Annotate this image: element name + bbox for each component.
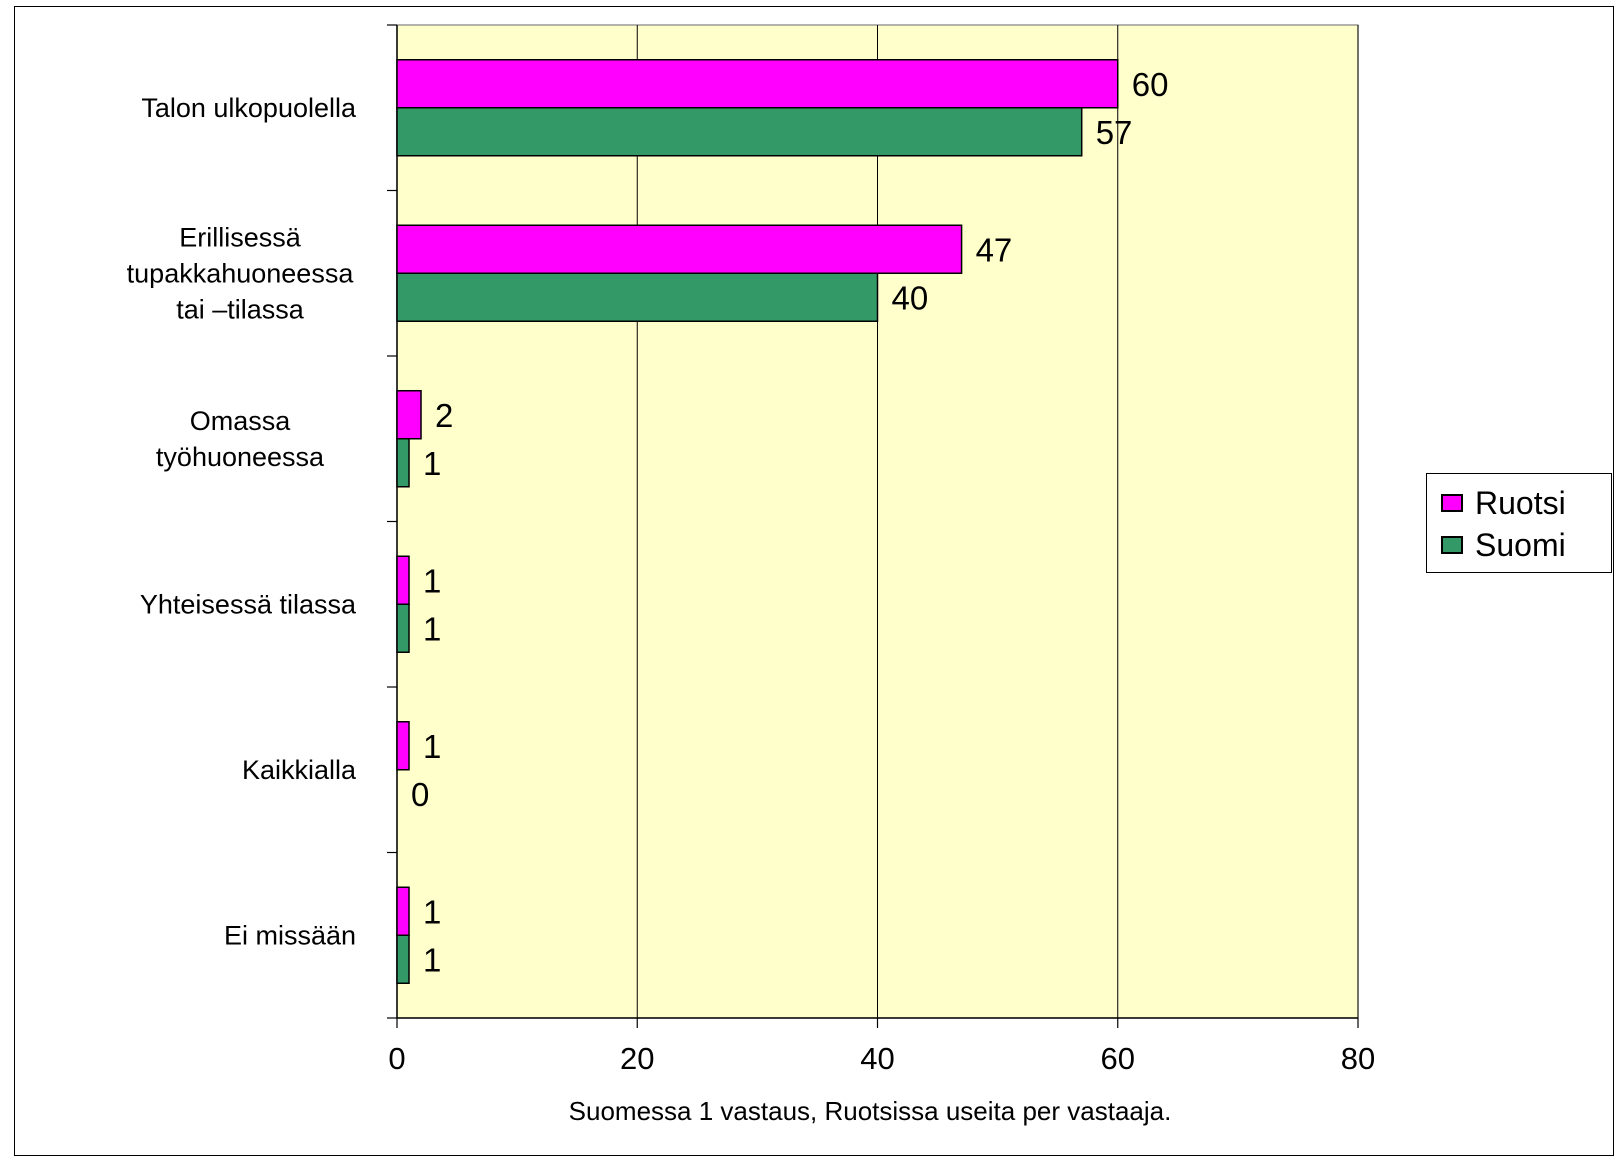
data-label: 2 [435, 397, 453, 434]
data-label: 1 [423, 445, 441, 482]
legend-label-suomi: Suomi [1475, 526, 1566, 563]
category-label: Erillisessä tupakkahuoneessa tai –tilassa [127, 222, 355, 324]
legend-swatch-suomi [1441, 536, 1463, 554]
category-label: Omassa työhuoneessa [156, 406, 325, 472]
bar-suomi [396, 603, 410, 653]
bar-suomi [396, 272, 879, 322]
data-label: 57 [1096, 114, 1133, 151]
bar-ruotsi [396, 721, 410, 771]
legend: Ruotsi Suomi [1426, 473, 1612, 573]
category-label: Kaikkialla [242, 755, 357, 785]
bar-ruotsi [396, 390, 422, 440]
data-label: 1 [423, 562, 441, 599]
data-label: 1 [423, 941, 441, 978]
bar-ruotsi [396, 886, 410, 936]
bar-suomi [396, 107, 1083, 157]
data-label: 40 [892, 279, 929, 316]
x-tick-label: 0 [388, 1041, 405, 1076]
legend-swatch-ruotsi [1441, 494, 1463, 512]
data-label: 1 [423, 893, 441, 930]
x-tick-label: 80 [1341, 1041, 1375, 1076]
data-label: 1 [423, 728, 441, 765]
legend-label-ruotsi: Ruotsi [1475, 484, 1566, 521]
bar-ruotsi [396, 224, 963, 274]
data-label: 47 [976, 231, 1013, 268]
legend-item-suomi: Suomi [1427, 525, 1566, 565]
category-label: Talon ulkopuolella [141, 93, 357, 123]
x-tick-label: 60 [1101, 1041, 1135, 1076]
x-axis-title: Suomessa 1 vastaus, Ruotsissa useita per… [569, 1096, 1172, 1126]
data-label: 0 [411, 776, 429, 813]
bar-ruotsi [396, 555, 410, 605]
bar-ruotsi [396, 59, 1119, 109]
bar-suomi [396, 934, 410, 984]
bar-suomi [396, 438, 410, 488]
x-tick-label: 20 [620, 1041, 654, 1076]
category-label: Yhteisessä tilassa [140, 589, 357, 619]
data-label: 1 [423, 610, 441, 647]
x-tick-label: 40 [860, 1041, 894, 1076]
legend-item-ruotsi: Ruotsi [1427, 483, 1566, 523]
data-label: 60 [1132, 66, 1169, 103]
category-label: Ei missään [224, 920, 356, 950]
